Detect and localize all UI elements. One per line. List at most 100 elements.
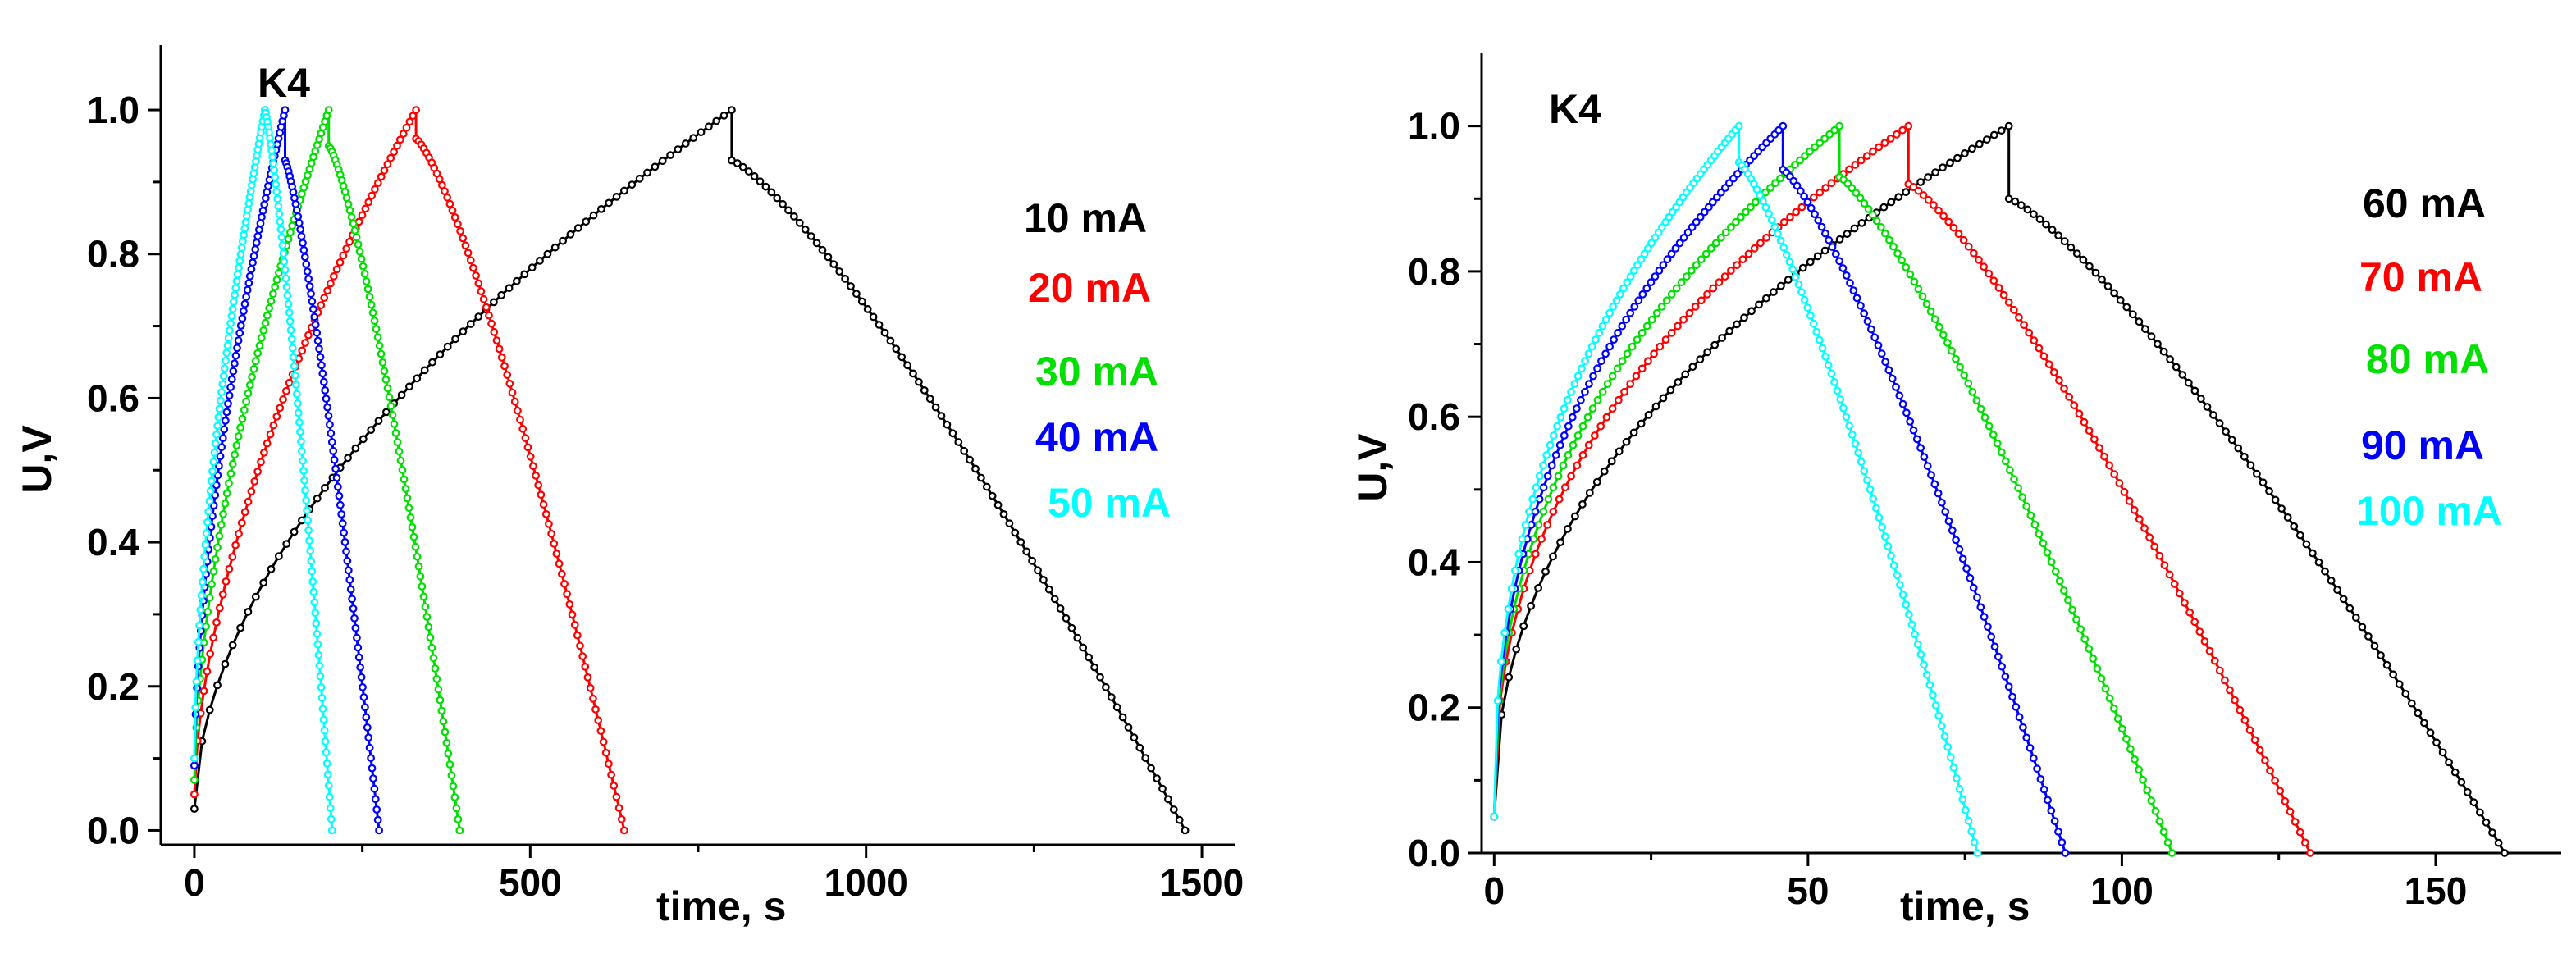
data-point	[383, 384, 392, 393]
data-point	[2482, 818, 2491, 827]
data-point	[2135, 515, 2144, 523]
data-point	[308, 297, 317, 306]
data-point	[2054, 376, 2063, 385]
data-point	[1878, 522, 1887, 531]
data-point	[2022, 733, 2031, 742]
data-point	[300, 476, 308, 485]
data-point	[324, 106, 333, 115]
data-point	[1776, 281, 1785, 290]
data-point	[1559, 461, 1568, 470]
data-point	[208, 580, 216, 589]
data-point	[1626, 380, 1635, 389]
data-point	[1535, 495, 1544, 504]
data-point	[401, 485, 410, 493]
data-point	[323, 770, 332, 779]
data-point	[238, 314, 247, 323]
data-point	[1898, 399, 1907, 408]
data-point	[2306, 849, 2314, 857]
data-point	[203, 667, 212, 676]
data-point	[452, 804, 461, 813]
data-point	[269, 159, 278, 168]
data-point	[1928, 691, 1937, 700]
data-point	[666, 151, 674, 160]
data-point	[1578, 500, 1587, 509]
data-point	[313, 629, 322, 638]
data-point	[2047, 806, 2056, 815]
data-point	[1112, 703, 1121, 712]
data-point	[418, 582, 427, 591]
data-point	[841, 275, 849, 283]
data-point	[643, 168, 651, 177]
data-point	[307, 557, 316, 565]
axis-ticks: 0 50 100 150 0.0 0.2 0.4 0.6 0.8 1.0	[1408, 105, 2467, 912]
data-point	[311, 609, 320, 617]
data-point	[573, 631, 582, 640]
data-point	[409, 112, 418, 121]
data-point	[1706, 244, 1715, 253]
x-tick-label: 1500	[1160, 861, 1244, 904]
data-point	[349, 219, 358, 228]
data-point	[1801, 152, 1809, 161]
data-point	[2286, 807, 2295, 816]
data-point	[779, 199, 787, 208]
data-point	[1860, 309, 1869, 318]
x-tick-label: 1000	[824, 861, 908, 904]
data-point	[1836, 395, 1845, 404]
data-point	[1654, 228, 1663, 237]
data-point	[1966, 573, 1975, 582]
data-point	[1912, 435, 1921, 444]
data-point	[351, 444, 360, 453]
data-point	[1504, 604, 1513, 614]
data-point	[2101, 684, 2110, 693]
data-point	[2079, 255, 2088, 264]
data-point	[1573, 372, 1583, 381]
data-point	[2070, 401, 2079, 410]
data-point	[1762, 233, 1771, 242]
data-point	[247, 265, 256, 274]
data-point	[1835, 235, 1844, 244]
series-30-ma	[190, 106, 464, 835]
data-point	[1990, 642, 1999, 651]
data-point	[1794, 280, 1803, 289]
data-point	[1825, 130, 1834, 139]
data-point	[1124, 723, 1133, 732]
data-point	[2401, 689, 2410, 698]
data-point	[209, 458, 218, 466]
data-point	[1946, 753, 1955, 762]
data-point	[340, 538, 349, 546]
data-point	[380, 166, 389, 175]
data-point	[2004, 298, 2013, 307]
data-point	[1609, 303, 1618, 311]
data-point	[550, 243, 560, 252]
data-point	[234, 432, 243, 440]
data-point	[1857, 458, 1866, 466]
data-point	[2122, 303, 2131, 312]
data-point	[2389, 670, 2398, 679]
data-point	[1626, 272, 1635, 281]
data-point	[518, 424, 528, 433]
data-point	[196, 605, 205, 614]
data-point	[2012, 703, 2021, 711]
data-point	[880, 328, 889, 337]
data-point	[259, 326, 268, 335]
data-point	[2414, 709, 2423, 718]
data-point	[1553, 422, 1561, 431]
data-point	[240, 230, 249, 240]
data-point	[1876, 223, 1885, 231]
x-tick-label: 500	[499, 861, 562, 904]
data-point	[1746, 203, 1755, 212]
data-point	[244, 279, 253, 288]
data-point	[550, 540, 559, 548]
data-point	[1718, 334, 1727, 342]
data-point	[596, 727, 605, 736]
data-point	[1671, 244, 1680, 253]
data-point	[1960, 148, 1969, 157]
data-point	[1555, 440, 1564, 449]
data-point	[2160, 561, 2169, 569]
data-point	[526, 452, 535, 461]
data-point	[2291, 818, 2300, 826]
y-tick-label: 0.6	[87, 376, 139, 419]
data-point	[320, 294, 329, 303]
data-point	[282, 282, 291, 291]
data-point	[1976, 603, 1985, 612]
